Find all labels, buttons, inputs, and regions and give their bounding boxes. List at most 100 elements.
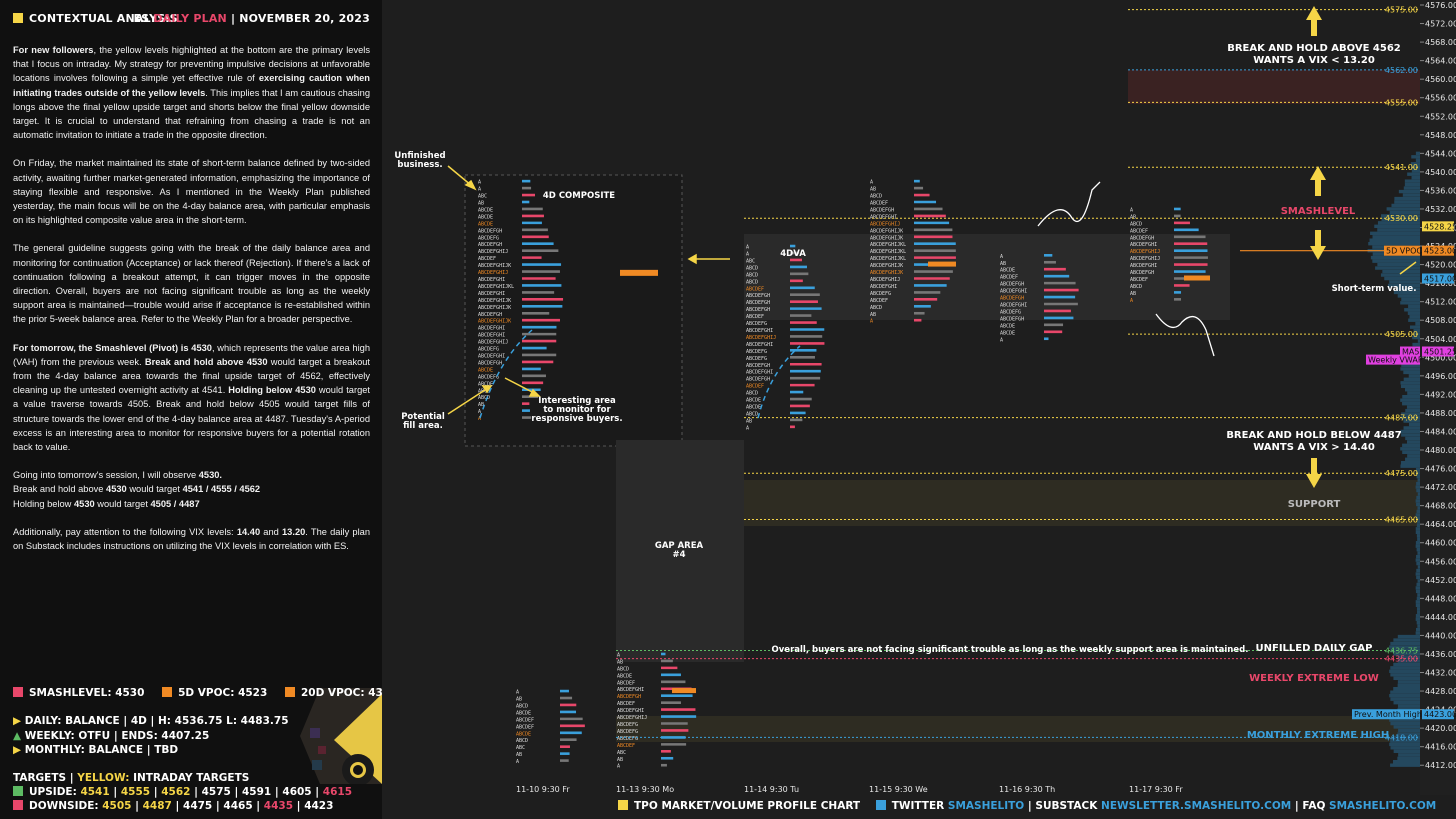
square-icon	[875, 800, 886, 810]
tpo-row: ABCD	[1130, 221, 1142, 227]
y-tick-label: 4576.00	[1425, 1, 1456, 10]
level-label: 4541.00	[1385, 163, 1418, 172]
monthly-extreme-label: MONTHLY EXTREME HIGH	[1247, 730, 1389, 741]
short-term-label: Short-term value.	[1332, 284, 1417, 294]
tpo-row: ABCDEFGHI	[1130, 263, 1157, 269]
tpo-row: ABCD	[870, 194, 882, 200]
price-tag	[1422, 221, 1454, 232]
x-tick-label: 11-17 9:30 Fr	[1129, 785, 1183, 794]
paragraph: On Friday, the market maintained its sta…	[13, 158, 370, 226]
y-tick-label: 4420.00	[1425, 724, 1456, 733]
level-label: 4555.00	[1385, 98, 1418, 107]
tpo-row: ABCDEFG	[478, 347, 499, 353]
support-label: SUPPORT	[1288, 499, 1341, 510]
side-tag-label: 5D VPOC	[1386, 247, 1422, 256]
time-axis: 11-10 9:30 Fr 11-13 9:30 Mo 11-14 9:30 Tu 1…	[516, 785, 1183, 794]
tpo-row: AB	[478, 201, 484, 207]
level-label: 4475.00	[1385, 469, 1418, 478]
y-tick-label: 4512.00	[1425, 298, 1456, 307]
tpo-row: A	[1000, 337, 1003, 343]
tpo-row: AB	[870, 187, 876, 193]
level-label: 4435.00	[1385, 655, 1418, 664]
substack-link[interactable]: NEWSLETTER.SMASHELITO.COM	[1101, 800, 1292, 812]
tpo-row: ABCDEFGHI	[1000, 302, 1027, 308]
y-tick-label: 4444.00	[1425, 613, 1456, 622]
tpo-row: ABCD	[478, 395, 490, 401]
tpo-row: ABCDE	[1000, 268, 1015, 274]
level-label: 4562.00	[1385, 66, 1418, 75]
tpo-row: ABCDEFGHIJK	[478, 298, 511, 304]
tpo-row: ABCDEFGH	[746, 377, 770, 383]
price-tag	[1422, 245, 1454, 256]
tpo-row: AB	[478, 402, 484, 408]
price-tag	[1422, 346, 1454, 357]
tpo-row: A	[746, 245, 749, 251]
tpo-row: ABCDE	[478, 381, 493, 387]
analysis-panel: CONTEXTUAL ANALYSIS ES DAILY PLAN | NOVE…	[0, 0, 397, 819]
direction-arrows	[1306, 6, 1326, 488]
y-tick-label: 4548.00	[1425, 131, 1456, 140]
tpo-row: ABCDEF	[516, 717, 534, 723]
tpo-row: ABCDEFGHI	[746, 342, 773, 348]
tpo-row: ABCDEFGHIJ	[617, 715, 647, 721]
tpo-row: ABCDEFGH	[746, 363, 770, 369]
tpo-row: A	[478, 187, 481, 193]
tpo-row: A	[617, 652, 620, 658]
tpo-row: ABCDEFG	[746, 349, 767, 355]
tpo-row: ABCDEFG	[746, 356, 767, 362]
twitter-link[interactable]: SMASHELITO	[947, 800, 1025, 812]
tpo-row: ABCDEFGHI	[478, 326, 505, 332]
vpoc-bar	[672, 688, 696, 694]
y-tick-label: 4572.00	[1425, 20, 1456, 29]
tpo-row: ABCD	[746, 411, 758, 417]
tpo-row: ABCD	[746, 391, 758, 397]
faq-link[interactable]: SMASHELITO.COM	[1329, 800, 1437, 812]
tpo-row: ABC	[516, 745, 525, 751]
tpo-row: ABC	[746, 258, 755, 264]
interesting-label-2: to monitor for	[543, 405, 611, 415]
tpo-row: A	[478, 416, 481, 422]
tpo-row: ABCDEFGH	[1130, 270, 1154, 276]
y-tick-label: 4428.00	[1425, 687, 1456, 696]
annotations: BREAK AND HOLD ABOVE 4562 WANTS A VIX < …	[394, 43, 1416, 741]
mascot-graphic	[300, 688, 382, 784]
tpo-row: ABCDEFGH	[478, 360, 502, 366]
y-tick-label: 4500.00	[1425, 353, 1456, 362]
upside-targets: UPSIDE: 4541 | 4555 | 4562 | 4575 | 4591…	[13, 786, 352, 798]
tpo-row: ABCDEFGHIJ	[870, 221, 900, 227]
y-tick-label: 4456.00	[1425, 557, 1456, 566]
tpo-row: ABCD	[1130, 284, 1142, 290]
tpo-row: ABCDEFGHIJK	[870, 263, 903, 269]
square-icon	[13, 786, 23, 796]
tpo-row: ABCDEF	[478, 256, 496, 262]
tpo-row: ABCDEFGH	[1000, 282, 1024, 288]
x-tick-label: 11-10 9:30 Fr	[516, 785, 570, 794]
tpo-row: ABCDEFGHIJKL	[870, 242, 906, 248]
tpo-row: ABCDEFGHIJK	[870, 270, 903, 276]
tpo-row: ABCDEF	[516, 724, 534, 730]
tpo-row: AB	[1130, 291, 1136, 297]
tpo-row: ABCDEF	[746, 384, 764, 390]
price-axis: 4576.00 4572.00 4568.00 4564.00 4560.00 4556.…	[1420, 1, 1456, 770]
y-tick-label: 4556.00	[1425, 94, 1456, 103]
level-label: 4436.75	[1385, 646, 1418, 655]
square-icon	[618, 800, 628, 810]
tpo-row: ABCDEFGH	[746, 300, 770, 306]
tpo-row: ABCDEFG	[617, 729, 638, 735]
unfinished-label: Unfinished	[394, 151, 445, 161]
y-tick-label: 4472.00	[1425, 483, 1456, 492]
y-tick-label: 4416.00	[1425, 743, 1456, 752]
break-above-note: BREAK AND HOLD ABOVE 4562	[1227, 43, 1401, 54]
side-tag-label: MA5	[1402, 348, 1419, 357]
square-icon	[162, 687, 173, 697]
square-icon	[284, 687, 295, 697]
targets-header: TARGETS | YELLOW: INTRADAY TARGETS	[13, 772, 250, 784]
y-tick-label: 4560.00	[1425, 75, 1456, 84]
tpo-row: ABCDEF	[617, 680, 635, 686]
panel-header: CONTEXTUAL ANALYSIS ES DAILY PLAN | NOVE…	[13, 12, 370, 28]
tpo-row: ABCDEFGH	[1130, 235, 1154, 241]
daily-status: ▶ DAILY: BALANCE | 4D | H: 4536.75 L: 44…	[13, 715, 289, 727]
tpo-row: ABCDEFGHIJK	[478, 305, 511, 311]
tpo-row: A	[746, 425, 749, 431]
level-label: 4575.00	[1385, 6, 1418, 15]
